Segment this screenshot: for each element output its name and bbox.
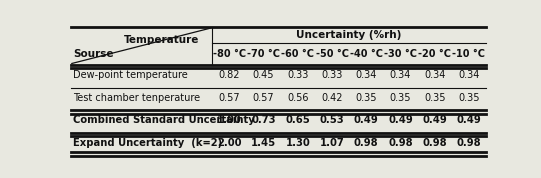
Text: -20 °C: -20 °C	[418, 49, 451, 59]
Text: 1.00: 1.00	[217, 115, 242, 125]
Text: 1.30: 1.30	[286, 138, 310, 148]
Text: 0.98: 0.98	[354, 138, 379, 148]
Text: 0.34: 0.34	[390, 70, 411, 80]
Text: 0.34: 0.34	[355, 70, 377, 80]
Text: 0.98: 0.98	[457, 138, 481, 148]
Text: 0.57: 0.57	[219, 93, 240, 103]
Text: 0.53: 0.53	[320, 115, 345, 125]
Text: 0.49: 0.49	[354, 115, 379, 125]
Text: -10 °C: -10 °C	[452, 49, 485, 59]
Text: 2.00: 2.00	[217, 138, 242, 148]
Text: 0.42: 0.42	[321, 93, 343, 103]
Text: 0.49: 0.49	[457, 115, 481, 125]
Text: 0.49: 0.49	[388, 115, 413, 125]
Text: -80 °C: -80 °C	[213, 49, 246, 59]
Text: 0.56: 0.56	[287, 93, 308, 103]
Text: 0.65: 0.65	[286, 115, 310, 125]
Text: -30 °C: -30 °C	[384, 49, 417, 59]
Text: 0.34: 0.34	[424, 70, 445, 80]
Text: 0.35: 0.35	[355, 93, 377, 103]
Text: 0.57: 0.57	[253, 93, 274, 103]
Text: 0.73: 0.73	[252, 115, 276, 125]
Text: -50 °C: -50 °C	[315, 49, 348, 59]
Text: Uncertainty (%rh): Uncertainty (%rh)	[296, 30, 402, 40]
Text: 0.34: 0.34	[458, 70, 480, 80]
Text: Temperature: Temperature	[124, 35, 199, 45]
Text: Combined Standard Uncertainty: Combined Standard Uncertainty	[73, 115, 255, 125]
Text: 0.98: 0.98	[388, 138, 413, 148]
Text: 0.35: 0.35	[458, 93, 480, 103]
Text: 0.82: 0.82	[219, 70, 240, 80]
Text: Test chamber tenperature: Test chamber tenperature	[73, 93, 200, 103]
Text: Dew-point temperature: Dew-point temperature	[73, 70, 188, 80]
Text: 0.45: 0.45	[253, 70, 274, 80]
Text: 0.98: 0.98	[423, 138, 447, 148]
Text: 1.45: 1.45	[251, 138, 276, 148]
Text: 0.35: 0.35	[390, 93, 411, 103]
Text: -40 °C: -40 °C	[350, 49, 383, 59]
Text: Expand Uncertainty  (k=2): Expand Uncertainty (k=2)	[73, 138, 222, 148]
Text: Sourse: Sourse	[73, 49, 114, 59]
Text: -70 °C: -70 °C	[247, 49, 280, 59]
Text: 1.07: 1.07	[320, 138, 345, 148]
Text: 0.33: 0.33	[321, 70, 343, 80]
Text: 0.33: 0.33	[287, 70, 308, 80]
Text: 0.35: 0.35	[424, 93, 445, 103]
Text: 0.49: 0.49	[423, 115, 447, 125]
Text: -60 °C: -60 °C	[281, 49, 314, 59]
